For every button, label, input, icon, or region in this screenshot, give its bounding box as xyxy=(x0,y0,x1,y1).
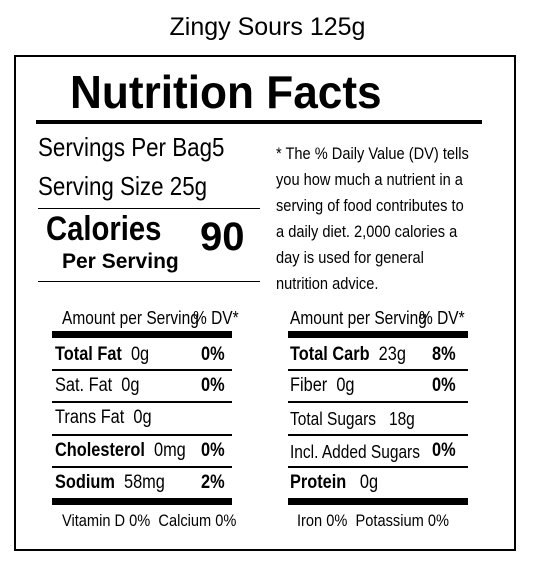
nutrient-amount: 0g xyxy=(121,375,140,396)
right-footer-rule xyxy=(288,498,468,505)
nutrient-amount: 0g xyxy=(336,375,355,396)
nutrient-amount: 23g xyxy=(378,344,406,365)
right-header-amount: Amount per Serving xyxy=(290,308,427,328)
left-row-total-fat: Total Fat 0g xyxy=(55,342,164,368)
calories-box xyxy=(38,208,260,282)
row-divider xyxy=(288,369,468,371)
servings-label: Servings Per Bag xyxy=(38,132,213,162)
servings-value: 5 xyxy=(212,132,225,162)
left-row-sodium-dv: 2% xyxy=(201,472,225,493)
servings-per-bag: Servings Per Bag5 xyxy=(38,131,255,163)
left-header-amount: Amount per Serving xyxy=(62,308,199,328)
left-footer-rule xyxy=(52,498,232,505)
serving-size: Serving Size 25g xyxy=(38,170,235,202)
nutrient-name: Fiber xyxy=(290,375,328,396)
product-name: Zingy Sours 125g xyxy=(169,13,366,41)
left-footer-vitamins: Vitamin D 0% Calcium 0% xyxy=(62,511,237,530)
calories-value: 90 xyxy=(200,215,245,259)
right-row-fiber: Fiber 0g xyxy=(290,373,365,399)
row-divider xyxy=(288,401,468,403)
row-divider xyxy=(288,434,468,436)
nutrition-panel xyxy=(14,55,516,551)
daily-value-note: * The % Daily Value (DV) tells you how m… xyxy=(276,144,469,293)
left-row-sodium: Sodium 58mg xyxy=(55,470,183,496)
left-row-cholesterol: Cholesterol 0mg xyxy=(55,438,207,464)
nutrient-name: Total Sugars xyxy=(290,409,377,429)
right-row-total-carb-dv: 8% xyxy=(432,344,456,365)
nutrient-name: Protein xyxy=(290,472,347,493)
row-divider xyxy=(52,369,232,371)
nutrient-name: Sat. Fat xyxy=(55,375,113,396)
calories-per-serving: Per Serving xyxy=(62,250,179,273)
calories-label: Calories xyxy=(46,210,162,248)
row-divider xyxy=(52,466,232,468)
nutrient-amount: 0g xyxy=(133,407,152,428)
right-row-total-sugars: Total Sugars 18g xyxy=(290,406,435,432)
nutrient-amount: 58mg xyxy=(124,472,165,493)
nutrition-facts-title: Nutrition Facts xyxy=(70,66,382,118)
serving-size-label: Serving Size xyxy=(38,171,164,201)
nutrient-name: Sodium xyxy=(55,472,115,493)
title-rule xyxy=(36,120,482,124)
left-row-sat-fat: Sat. Fat 0g xyxy=(55,373,153,399)
left-row-sat-fat-dv: 0% xyxy=(201,375,225,396)
serving-size-value: 25g xyxy=(169,171,208,201)
nutrient-name: Total Fat xyxy=(55,344,122,365)
nutrient-amount: 0g xyxy=(130,344,150,365)
row-divider xyxy=(52,401,232,403)
nutrient-amount: 18g xyxy=(388,409,415,429)
row-divider xyxy=(288,466,468,468)
left-row-total-fat-dv: 0% xyxy=(201,344,225,365)
left-row-cholesterol-dv: 0% xyxy=(201,440,225,461)
left-header-rule xyxy=(52,331,232,338)
nutrient-name: Total Carb xyxy=(290,344,370,365)
right-row-added-sugars: Incl. Added Sugars xyxy=(290,442,420,462)
right-row-protein: Protein 0g xyxy=(290,470,392,496)
right-row-added-sugars-dv: 0% xyxy=(432,440,456,461)
right-row-total-carb: Total Carb 23g xyxy=(290,342,425,368)
nutrient-amount: 0mg xyxy=(153,440,186,461)
right-footer-minerals: Iron 0% Potassium 0% xyxy=(297,511,449,530)
right-header-rule xyxy=(288,331,468,338)
left-row-trans-fat: Trans Fat 0g xyxy=(55,405,167,431)
nutrient-amount: 0g xyxy=(359,472,379,493)
right-header-dv: % DV* xyxy=(419,308,465,328)
right-row-fiber-dv: 0% xyxy=(432,375,456,396)
nutrient-name: Trans Fat xyxy=(55,407,125,428)
left-header-dv: % DV* xyxy=(193,308,239,328)
nutrient-name: Cholesterol xyxy=(55,440,145,461)
row-divider xyxy=(52,434,232,436)
